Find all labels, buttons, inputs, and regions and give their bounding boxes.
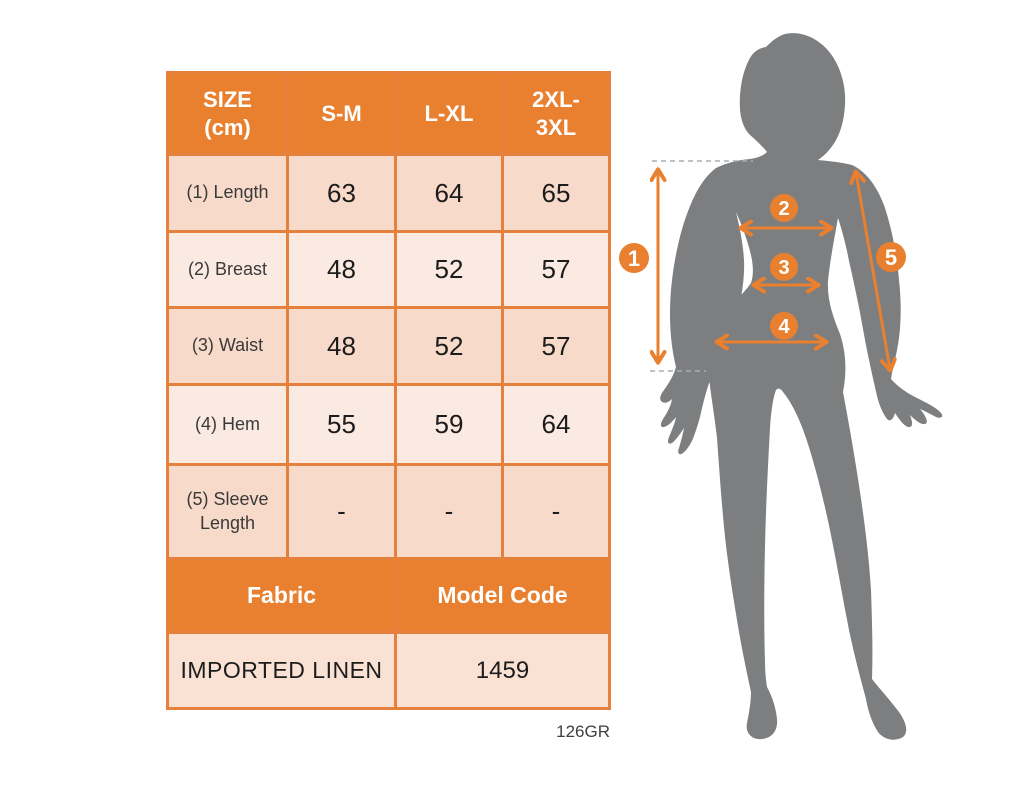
row-breast-value-2xl3xl: 57 <box>504 233 608 306</box>
row-waist-label: (3) Waist <box>169 309 286 383</box>
measurement-marker-2: 2 <box>770 194 798 222</box>
row-hem-label: (4) Hem <box>169 386 286 463</box>
footer-fabric-value: IMPORTED LINEN <box>169 634 394 707</box>
svg-text:3: 3 <box>778 257 789 279</box>
header-col-2xl3xl: 2XL-3XL <box>504 74 608 153</box>
footer-model-code-value: 1459 <box>397 634 608 707</box>
row-sleeve-value-2xl3xl: - <box>504 466 608 557</box>
measurement-marker-4: 4 <box>770 312 798 340</box>
row-sleeve-value-lxl: - <box>397 466 501 557</box>
row-waist-value-2xl3xl: 57 <box>504 309 608 383</box>
size-table: SIZE (cm) S-M L-XL 2XL-3XL (1) Length 63… <box>166 71 611 710</box>
weight-note: 126GR <box>556 722 610 741</box>
row-hem-value-lxl: 59 <box>397 386 501 463</box>
svg-text:1: 1 <box>628 246 640 271</box>
svg-text:4: 4 <box>778 316 790 338</box>
svg-text:2: 2 <box>778 198 789 220</box>
measurement-marker-1: 1 <box>619 243 649 273</box>
measurement-marker-5: 5 <box>876 242 906 272</box>
header-col-sm: S-M <box>289 74 394 153</box>
row-breast-value-sm: 48 <box>289 233 394 306</box>
row-hem-value-sm: 55 <box>289 386 394 463</box>
header-size-cm: SIZE (cm) <box>169 74 286 153</box>
female-silhouette-shape <box>660 33 943 740</box>
footer-model-code-header: Model Code <box>397 560 608 631</box>
row-length-value-2xl3xl: 65 <box>504 156 608 230</box>
row-breast-label: (2) Breast <box>169 233 286 306</box>
svg-text:5: 5 <box>885 245 897 270</box>
row-sleeve-label: (5) Sleeve Length <box>169 466 286 557</box>
row-waist-value-lxl: 52 <box>397 309 501 383</box>
row-sleeve-value-sm: - <box>289 466 394 557</box>
footer-fabric-header: Fabric <box>169 560 394 631</box>
sleeve-arrow <box>856 173 890 369</box>
row-length-value-lxl: 64 <box>397 156 501 230</box>
body-measurement-diagram: 1 2 3 4 5 <box>619 33 943 740</box>
row-length-value-sm: 63 <box>289 156 394 230</box>
row-hem-value-2xl3xl: 64 <box>504 386 608 463</box>
measurement-marker-3: 3 <box>770 253 798 281</box>
row-waist-value-sm: 48 <box>289 309 394 383</box>
row-breast-value-lxl: 52 <box>397 233 501 306</box>
header-col-lxl: L-XL <box>397 74 501 153</box>
row-length-label: (1) Length <box>169 156 286 230</box>
